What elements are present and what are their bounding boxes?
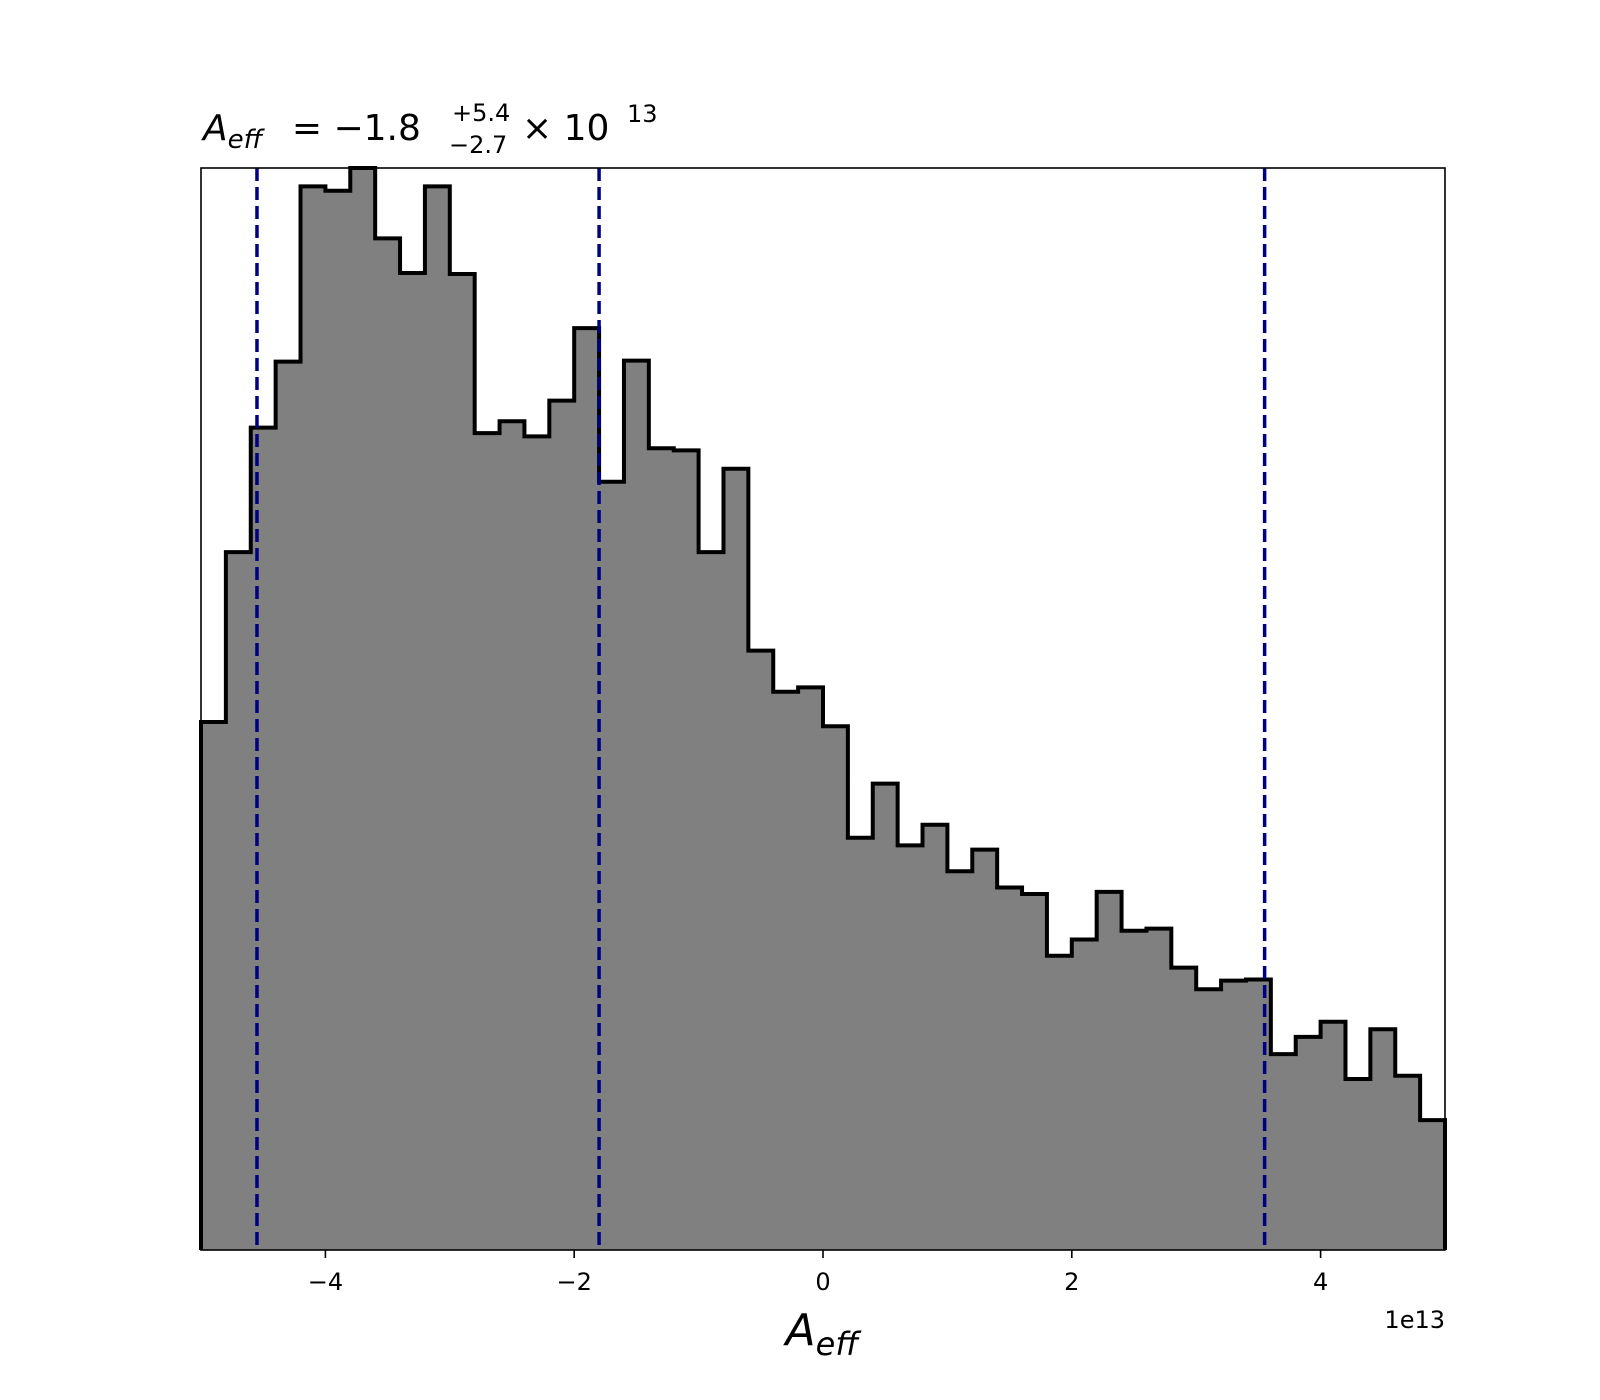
histogram-bar bbox=[648, 448, 675, 1250]
histogram-bar bbox=[872, 783, 899, 1250]
histogram-bar bbox=[748, 650, 774, 1250]
histogram-bar bbox=[847, 837, 874, 1250]
histogram-bar bbox=[1071, 939, 1098, 1250]
histogram-bar bbox=[698, 552, 725, 1250]
x-tick-label: −2 bbox=[557, 1268, 592, 1296]
title-subscript: eff bbox=[228, 125, 266, 155]
histogram-bar bbox=[1022, 894, 1048, 1250]
histogram-bar bbox=[1420, 1120, 1446, 1250]
chart-title: Aeff = −1.8 bbox=[201, 108, 421, 155]
histogram-bar bbox=[375, 238, 401, 1250]
histogram-bar bbox=[1171, 967, 1197, 1250]
histogram-bar bbox=[1245, 979, 1272, 1250]
x-tick-label: 4 bbox=[1313, 1268, 1328, 1296]
histogram-bar bbox=[574, 328, 600, 1250]
histogram-bar bbox=[250, 427, 277, 1250]
x-axis-label-subscript: eff bbox=[816, 1325, 863, 1363]
histogram-bar bbox=[549, 400, 575, 1250]
histogram-bar bbox=[922, 824, 948, 1250]
histogram-bar bbox=[673, 450, 700, 1251]
title-upper-error: +5.4 bbox=[452, 99, 510, 127]
histogram-bar bbox=[300, 186, 326, 1250]
x-axis-label-symbol: A bbox=[783, 1305, 816, 1356]
x-axis-offset-label: 1e13 bbox=[1384, 1306, 1445, 1334]
histogram-bar bbox=[823, 726, 849, 1250]
histogram-bar bbox=[325, 190, 351, 1250]
histogram-bar bbox=[524, 436, 550, 1250]
histogram-bar bbox=[499, 421, 526, 1250]
histogram-bar bbox=[1121, 930, 1148, 1250]
histogram-bar bbox=[947, 871, 973, 1250]
x-axis-label: Aeff bbox=[783, 1305, 863, 1363]
histogram-bar bbox=[723, 468, 749, 1250]
plot-area bbox=[199, 166, 1447, 1251]
axes: −4 −2 0 2 4 bbox=[200, 167, 1446, 1296]
histogram-bar bbox=[1320, 1021, 1347, 1250]
title-symbol: A bbox=[201, 108, 228, 149]
x-tick-label: 2 bbox=[1064, 1268, 1079, 1296]
histogram-bar bbox=[201, 721, 227, 1250]
histogram-bar bbox=[897, 845, 924, 1250]
histogram-bar bbox=[1345, 1079, 1371, 1250]
histogram-bar bbox=[400, 272, 426, 1251]
histogram-bar bbox=[1221, 980, 1247, 1250]
histogram-bar bbox=[474, 433, 501, 1251]
histogram-bar bbox=[599, 481, 625, 1250]
histogram-bar bbox=[449, 274, 476, 1250]
histogram-bar bbox=[1295, 1036, 1322, 1250]
histogram-bar bbox=[424, 186, 451, 1250]
histogram-bar bbox=[225, 552, 252, 1250]
x-tick-label: 0 bbox=[815, 1268, 830, 1296]
title-prefix: = −1.8 bbox=[280, 108, 420, 149]
histogram-bar bbox=[997, 887, 1023, 1250]
title-lower-error: −2.7 bbox=[449, 131, 507, 159]
histogram-outline bbox=[199, 166, 1447, 1250]
title-times-ten: × 10 bbox=[522, 108, 609, 149]
histogram-bar bbox=[972, 849, 998, 1250]
histogram-bar bbox=[350, 168, 376, 1250]
x-tick-label: −4 bbox=[308, 1268, 343, 1296]
histogram-bar bbox=[1270, 1054, 1297, 1250]
histogram-bar bbox=[623, 360, 650, 1250]
histogram-bar bbox=[1146, 928, 1172, 1250]
histogram-bar bbox=[773, 691, 799, 1250]
histogram-bar bbox=[1370, 1029, 1396, 1250]
histogram-bar bbox=[798, 687, 824, 1250]
title-exponent: 13 bbox=[627, 100, 658, 128]
histogram-bar bbox=[1096, 891, 1123, 1250]
histogram-bar bbox=[1196, 989, 1222, 1250]
histogram-bar bbox=[275, 361, 302, 1251]
histogram-bar bbox=[1395, 1075, 1421, 1250]
histogram-bar bbox=[1046, 955, 1073, 1250]
